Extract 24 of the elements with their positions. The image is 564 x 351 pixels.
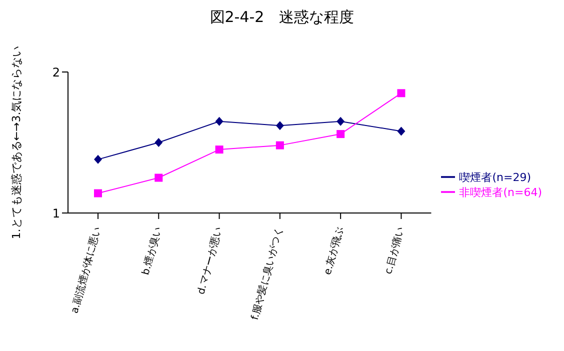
point <box>336 130 345 138</box>
point <box>215 116 224 126</box>
point <box>94 154 102 164</box>
point <box>336 116 345 126</box>
point <box>154 138 163 147</box>
x-tick-label: c.目が痛い <box>382 225 407 276</box>
x-tick-label: a.副流煙が体に悪い <box>68 225 104 315</box>
x-tick-label: b.煙が臭い <box>140 225 164 276</box>
y-tick-label: 2 <box>52 65 60 80</box>
point <box>397 89 406 98</box>
point <box>276 141 284 150</box>
legend-label: 非喫煙者(n=64) <box>459 186 542 198</box>
y-tick-label: 1 <box>52 206 60 220</box>
y-axis-title: 1.とても迷惑である←→3.気にならない <box>10 46 23 240</box>
chart-title: 図2-4-2 迷惑な程度 <box>208 8 356 28</box>
point <box>154 174 163 182</box>
point <box>397 126 406 136</box>
point <box>276 121 284 130</box>
point <box>94 189 102 198</box>
x-tick-label: f.服や髪に臭いがつく <box>248 225 286 322</box>
legend-label: 喫煙者(n=29) <box>459 170 531 184</box>
point <box>215 146 224 154</box>
x-tick-label: e.灰が飛ぶ <box>322 226 346 276</box>
x-tick-label: d.マナーが悪い <box>196 226 225 296</box>
